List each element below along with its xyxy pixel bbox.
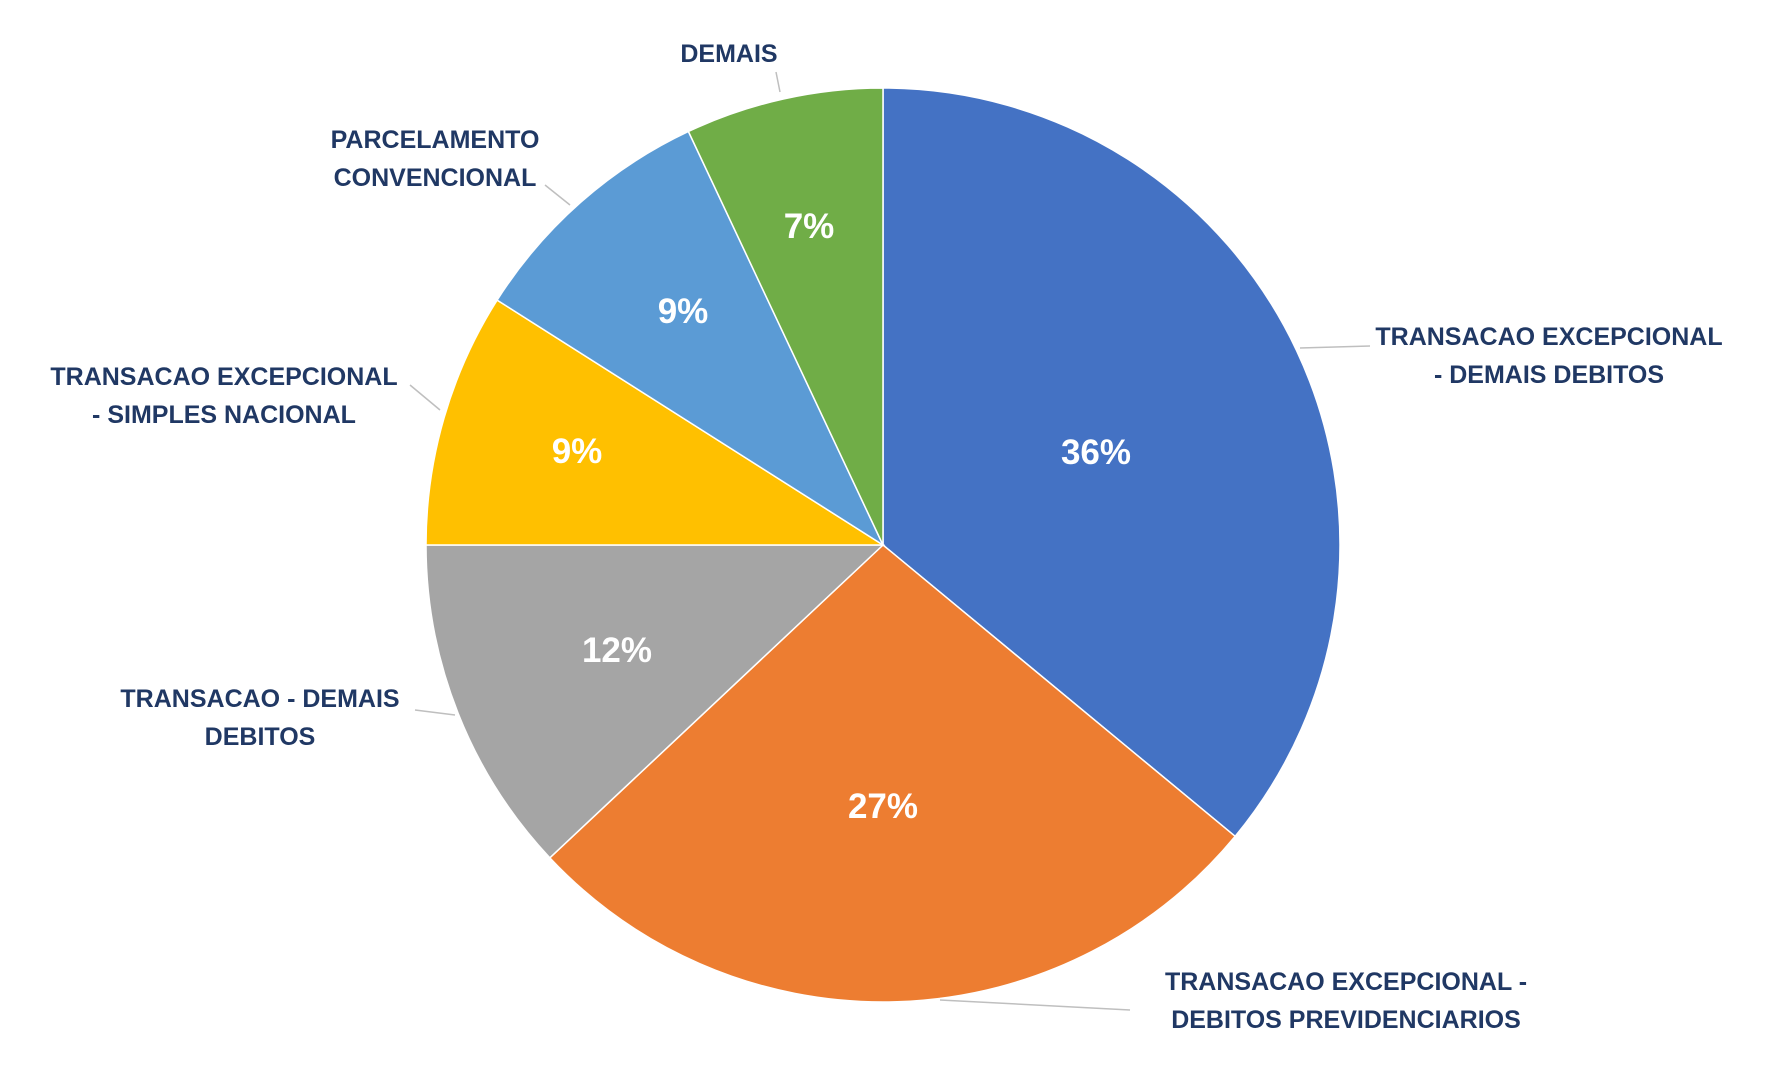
- leader-line: [1299, 345, 1371, 349]
- pie-slice: [548, 544, 1237, 1003]
- pie-slice: [425, 299, 886, 546]
- data-label: 7%: [784, 207, 835, 246]
- leader-line: [544, 184, 571, 206]
- pie-slice: [687, 87, 884, 546]
- category-label: TRANSACAO EXCEPCIONAL - SIMPLES NACIONAL: [50, 363, 397, 429]
- pie-slice: [425, 544, 885, 859]
- pie-slice: [496, 130, 885, 548]
- data-label: 27%: [848, 787, 918, 826]
- category-label: DEMAIS: [680, 40, 777, 68]
- pie-slice: [882, 87, 1341, 838]
- category-label: TRANSACAO - DEMAIS DEBITOS: [120, 685, 399, 751]
- leader-line: [939, 999, 1131, 1011]
- category-label: PARCELAMENTO CONVENCIONAL: [331, 126, 540, 192]
- category-label: TRANSACAO EXCEPCIONAL -DEBITOS PREVIDENC…: [1165, 968, 1527, 1034]
- data-label: 9%: [658, 292, 709, 331]
- data-label: 12%: [582, 631, 652, 670]
- leader-line: [414, 709, 456, 716]
- leader-line: [409, 384, 441, 411]
- data-label: 36%: [1061, 433, 1131, 472]
- data-label: 9%: [552, 432, 603, 471]
- category-label: TRANSACAO EXCEPCIONAL - DEMAIS DEBITOS: [1375, 323, 1722, 389]
- leader-line: [775, 71, 781, 93]
